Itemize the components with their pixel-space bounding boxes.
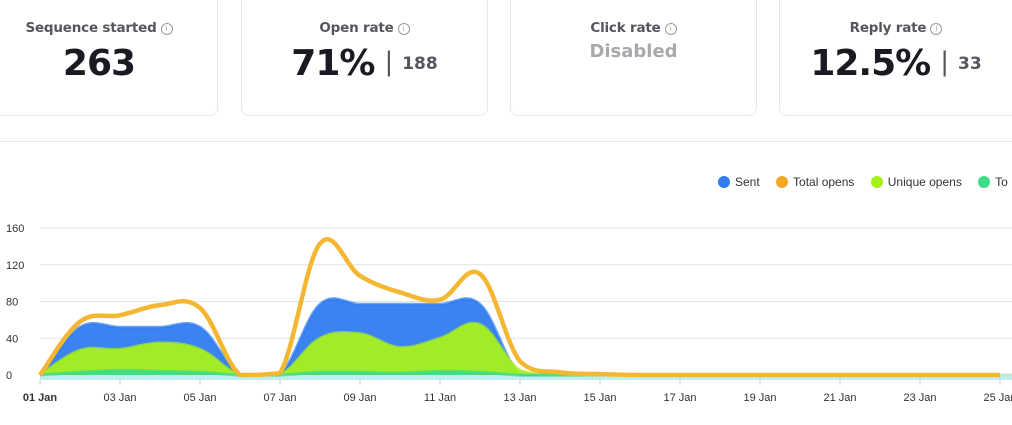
section-divider — [0, 141, 1012, 142]
x-tick-label: 09 Jan — [343, 392, 376, 404]
stat-card-click-rate: Click rate i Disabled — [510, 0, 757, 116]
y-tick-label: 160 — [6, 223, 24, 235]
legend-label: Total opens — [793, 175, 855, 189]
y-tick-label: 120 — [6, 260, 24, 272]
y-tick-label: 0 — [6, 370, 12, 382]
legend-item-unique-opens[interactable]: Unique opens — [870, 175, 962, 189]
stat-label-text: Click rate — [590, 20, 661, 36]
stat-count: 33 — [958, 54, 982, 74]
stat-label-text: Open rate — [319, 20, 394, 36]
legend-dot — [718, 176, 730, 188]
legend-item-total-opens[interactable]: Total opens — [776, 175, 854, 189]
stat-card-open-rate: Open rate i 71% | 188 — [241, 0, 488, 116]
legend-dot — [978, 176, 991, 188]
y-tick-label: 80 — [6, 297, 18, 309]
stat-card-sequence-started: Sequence started i 263 — [0, 0, 218, 116]
x-tick-label: 25 Jan — [983, 392, 1012, 404]
info-icon[interactable]: i — [160, 23, 173, 35]
stat-value: 263 — [62, 43, 136, 84]
stat-percent: 12.5% — [810, 43, 931, 84]
x-tick-label: 01 Jan — [23, 392, 58, 404]
x-tick-label: 13 Jan — [503, 392, 536, 404]
stat-value: 71% | 188 — [242, 43, 487, 84]
x-tick-label: 21 Jan — [823, 392, 856, 404]
legend-item-sent[interactable]: Sent — [718, 175, 760, 189]
separator: | — [940, 47, 949, 77]
stat-label-text: Sequence started — [25, 20, 157, 36]
legend-item-truncated[interactable]: To — [978, 175, 1008, 189]
legend-label: Unique opens — [887, 175, 962, 189]
y-tick-label: 40 — [6, 333, 18, 345]
chart-legend: Sent Total opens Unique opens To — [718, 175, 1012, 191]
stat-label-text: Reply rate — [849, 20, 927, 36]
legend-dot — [870, 176, 883, 188]
legend-label: Sent — [735, 175, 760, 189]
stat-card-reply-rate: Reply rate i 12.5% | 33 — [779, 0, 1012, 116]
x-tick-label: 19 Jan — [743, 392, 776, 404]
separator: | — [384, 47, 393, 77]
stat-value: 12.5% | 33 — [780, 43, 1012, 84]
x-tick-label: 07 Jan — [263, 392, 296, 404]
x-tick-label: 03 Jan — [103, 392, 136, 404]
stat-label: Sequence started i — [0, 20, 217, 36]
x-tick-label: 05 Jan — [183, 392, 216, 404]
stat-label: Click rate i — [511, 20, 756, 36]
stat-disabled: Disabled — [589, 41, 678, 62]
stat-label: Reply rate i — [780, 20, 1012, 36]
info-icon[interactable]: i — [664, 23, 677, 35]
baseline-band — [40, 375, 1012, 380]
x-tick-label: 15 Jan — [583, 392, 616, 404]
stat-percent: 71% — [291, 43, 375, 84]
series-line-total-opens — [38, 237, 1000, 378]
x-tick-label: 23 Jan — [903, 392, 936, 404]
info-icon[interactable]: i — [397, 23, 410, 35]
x-tick-label: 17 Jan — [663, 392, 696, 404]
stat-label: Open rate i — [242, 20, 487, 36]
info-icon[interactable]: i — [930, 23, 943, 35]
stat-count: 188 — [402, 54, 438, 74]
legend-label: To — [995, 175, 1008, 189]
x-tick-label: 11 Jan — [424, 392, 456, 404]
legend-dot — [776, 176, 789, 188]
